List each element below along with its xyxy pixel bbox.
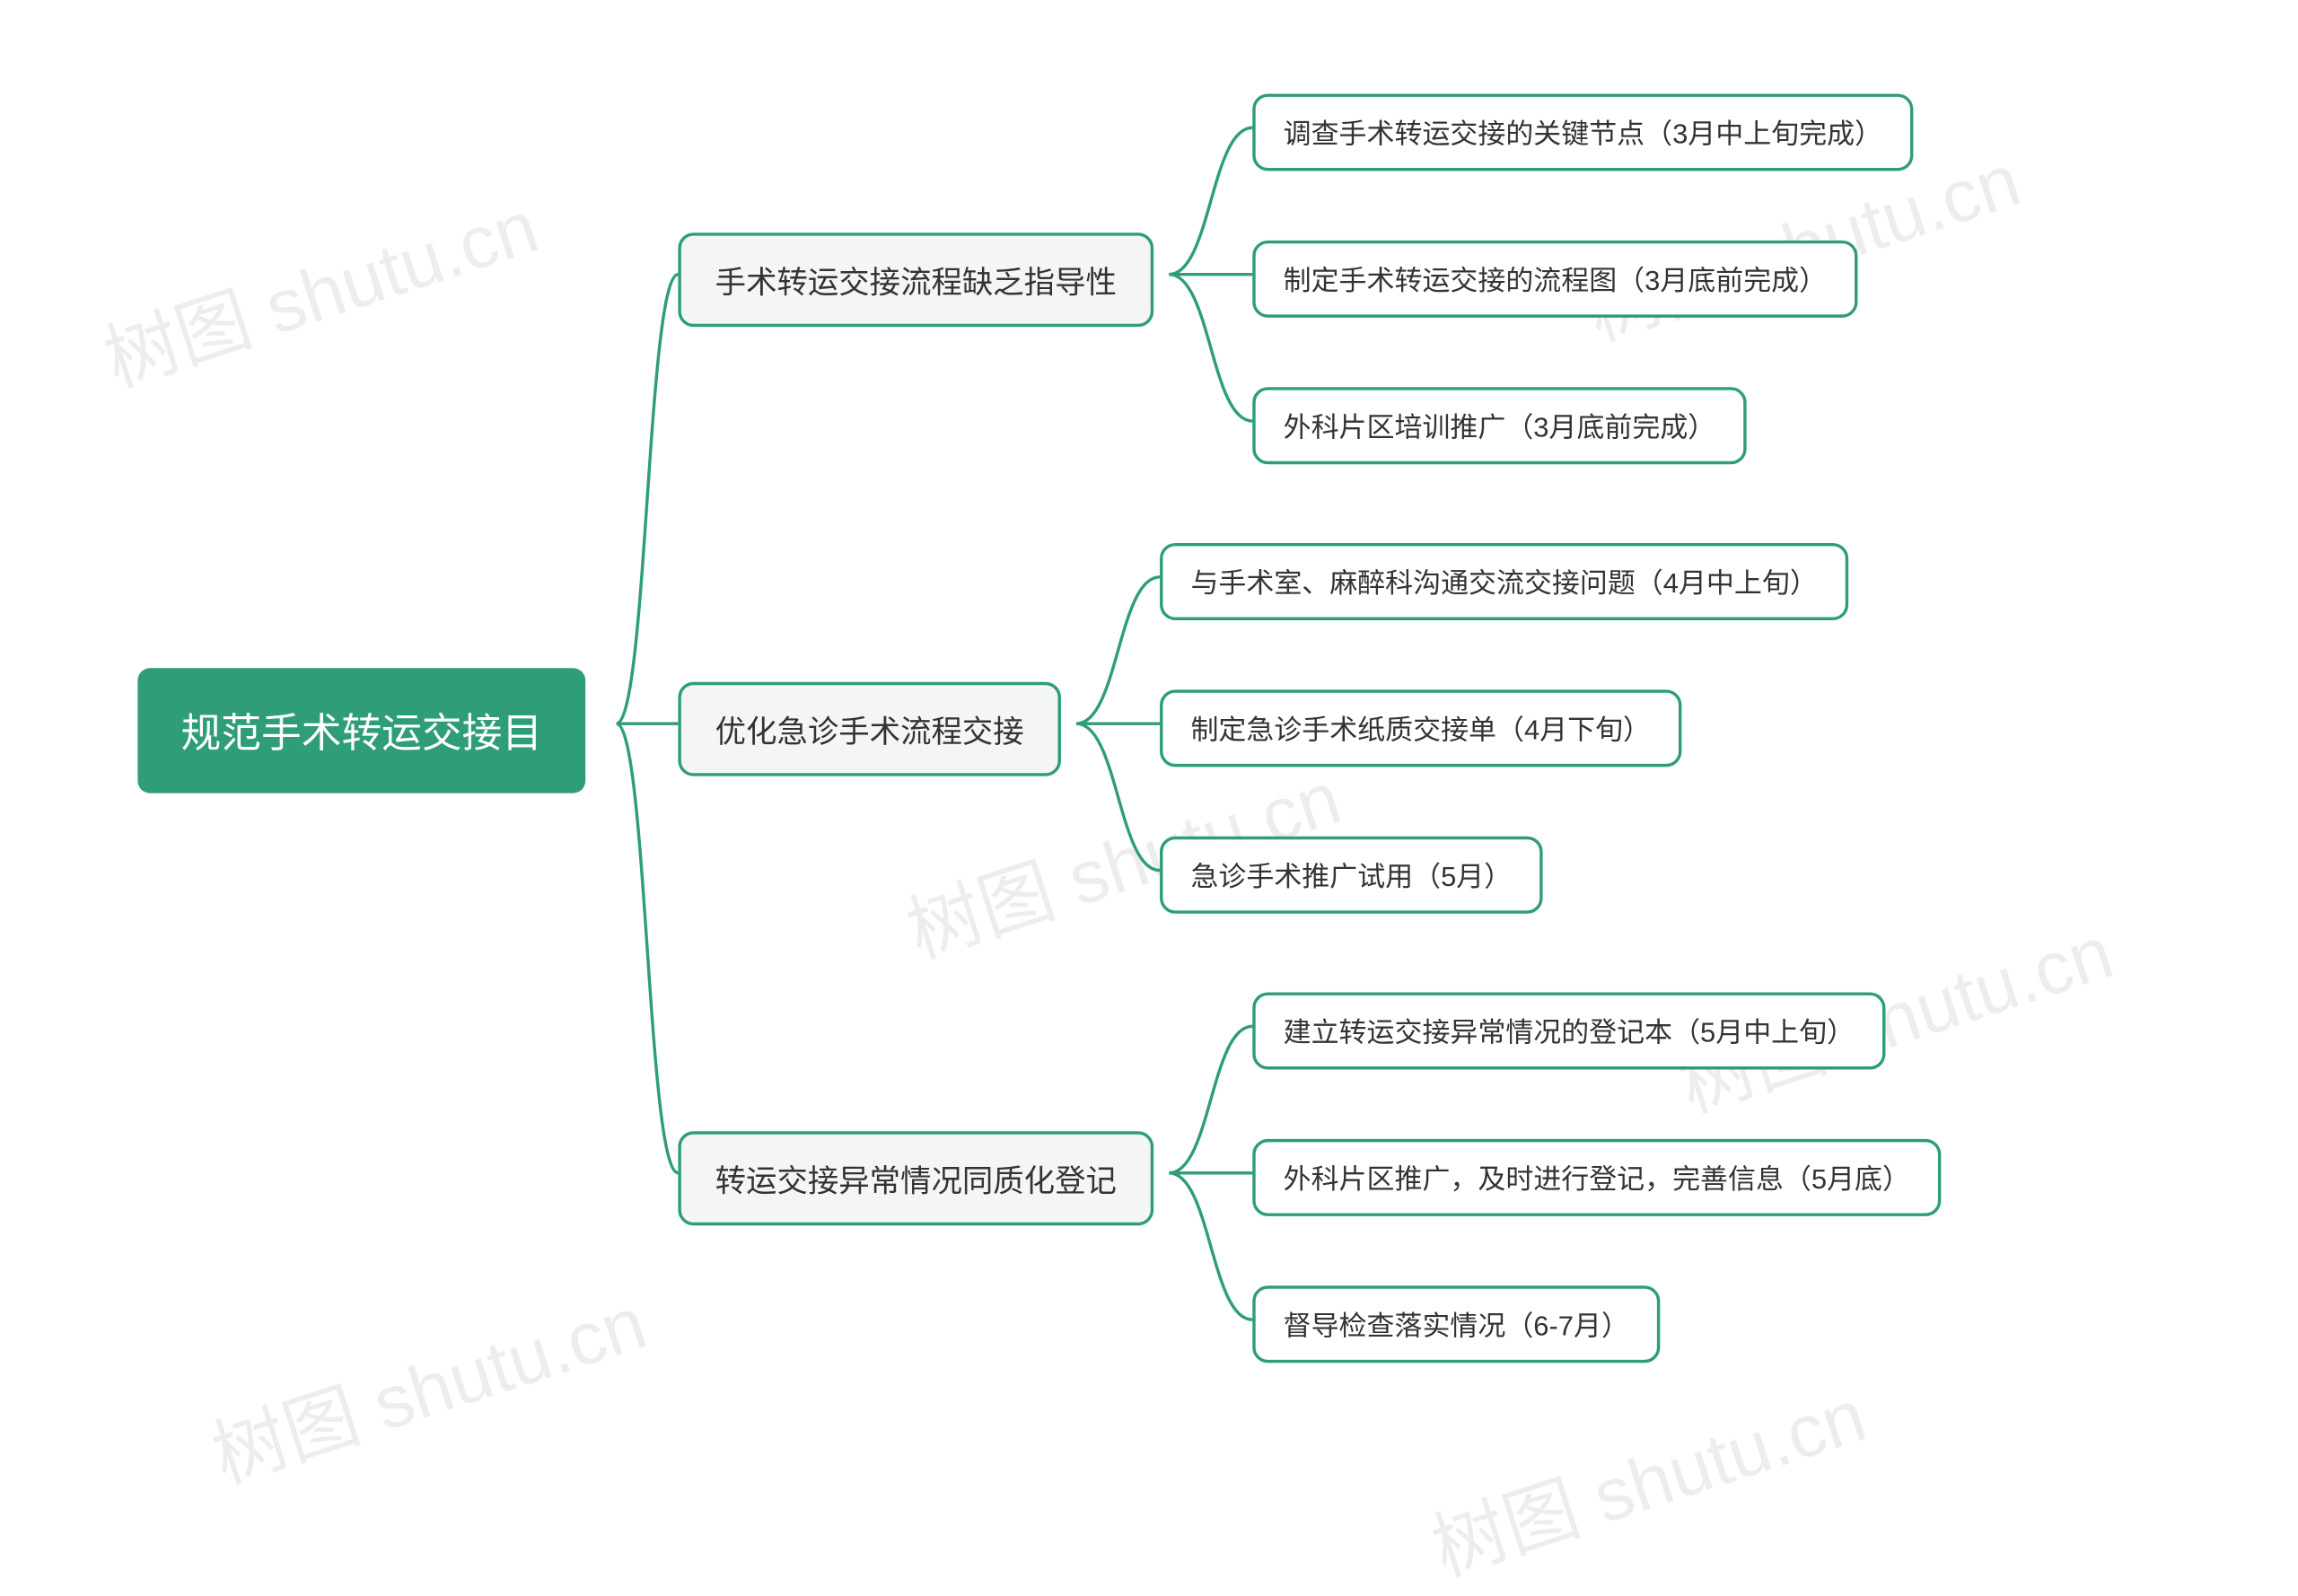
watermark: 树图 shutu.cn — [1417, 1355, 1877, 1596]
leaf-label: 外科片区推广，及时进行登记，完善信息（5月底） — [1284, 1158, 1910, 1198]
branch-label: 手术转运交接流程缺乏指导性 — [715, 258, 1117, 303]
leaf-label: 建立转运交接异常情况的登记本（5月中上旬） — [1284, 1011, 1855, 1051]
leaf-label: 与手术室、麻醉科沟通交流交接问题（4月中上旬） — [1190, 562, 1817, 602]
leaf-node[interactable]: 制定急诊手术纸质交接单（4月下旬） — [1160, 689, 1681, 767]
branch-label: 转运交接异常情况同质化登记 — [715, 1156, 1117, 1201]
leaf-label: 制定手术转运交接的流程图（3月底前完成） — [1284, 259, 1827, 299]
leaf-label: 制定急诊手术纸质交接单（4月下旬） — [1190, 708, 1651, 749]
mindmap-canvas: 树图 shutu.cn 树图 shutu.cn 树图 shutu.cn 树图 s… — [2, 1, 2296, 1493]
leaf-node[interactable]: 急诊手术推广试用（5月） — [1160, 837, 1543, 914]
branch-node[interactable]: 优化急诊手术流程交接 — [678, 682, 1061, 776]
watermark: 树图 shutu.cn — [89, 166, 549, 408]
leaf-node[interactable]: 督导检查落实情况（6-7月） — [1252, 1285, 1660, 1363]
leaf-node[interactable]: 制定手术转运交接的流程图（3月底前完成） — [1252, 241, 1857, 318]
leaf-node[interactable]: 外科片区推广，及时进行登记，完善信息（5月底） — [1252, 1139, 1941, 1216]
leaf-node[interactable]: 建立转运交接异常情况的登记本（5月中上旬） — [1252, 992, 1885, 1069]
root-label: 规范手术转运交接目 — [181, 702, 543, 759]
mindmap-root[interactable]: 规范手术转运交接目 — [137, 668, 585, 793]
leaf-node[interactable]: 与手术室、麻醉科沟通交流交接问题（4月中上旬） — [1160, 543, 1848, 620]
leaf-node[interactable]: 调查手术转运交接的关键节点（3月中上旬完成） — [1252, 93, 1913, 171]
leaf-label: 外科片区培训推广（3月底前完成） — [1284, 406, 1716, 446]
leaf-label: 督导检查落实情况（6-7月） — [1284, 1304, 1629, 1345]
leaf-label: 急诊手术推广试用（5月） — [1190, 855, 1512, 895]
leaf-node[interactable]: 外科片区培训推广（3月底前完成） — [1252, 387, 1746, 464]
leaf-label: 调查手术转运交接的关键节点（3月中上旬完成） — [1284, 112, 1882, 153]
branch-node[interactable]: 转运交接异常情况同质化登记 — [678, 1131, 1153, 1225]
branch-label: 优化急诊手术流程交接 — [715, 706, 1024, 751]
watermark: 树图 shutu.cn — [197, 1262, 657, 1504]
branch-node[interactable]: 手术转运交接流程缺乏指导性 — [678, 232, 1153, 327]
